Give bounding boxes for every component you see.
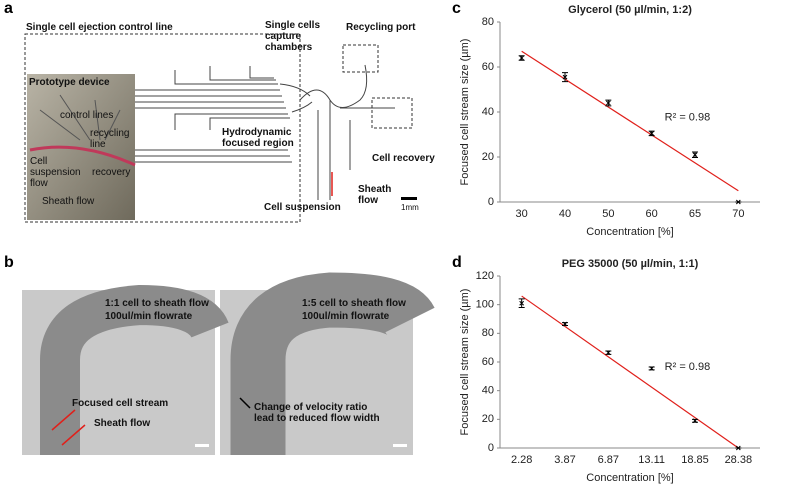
x-tick-label: 13.11 xyxy=(638,454,665,466)
dashed-box xyxy=(342,44,379,73)
y-tick-label: 0 xyxy=(488,442,494,454)
label: recycling line xyxy=(90,128,130,150)
point xyxy=(562,74,568,80)
x-tick-label: 28.38 xyxy=(725,454,753,466)
scale-bar xyxy=(393,444,407,447)
chart-title: Glycerol (50 µl/min, 1:2) xyxy=(568,4,692,16)
chart-title: PEG 35000 (50 µl/min, 1:1) xyxy=(562,258,699,270)
arrow xyxy=(239,397,251,409)
x-axis-label: Concentration [%] xyxy=(586,472,673,484)
point xyxy=(649,131,655,136)
point xyxy=(605,350,611,356)
x-tick-label: 70 xyxy=(732,208,744,220)
x-tick-label: 60 xyxy=(646,208,658,220)
scale-bar xyxy=(195,444,209,447)
x-axis-label: Concentration [%] xyxy=(586,226,673,238)
label: 1mm xyxy=(401,203,419,212)
point xyxy=(519,300,525,306)
label: 1:1 cell to sheath flow xyxy=(105,298,209,309)
y-tick-label: 60 xyxy=(482,61,494,73)
panel-label: d xyxy=(452,254,462,271)
label: 100ul/min flowrate xyxy=(105,311,193,322)
x-tick-label: 65 xyxy=(689,208,701,220)
label: Cell suspension xyxy=(264,202,341,213)
x-tick-label: 50 xyxy=(602,208,614,220)
dashed-box xyxy=(24,33,301,223)
label: Cell suspension flow xyxy=(30,156,81,189)
x-tick-label: 40 xyxy=(559,208,571,220)
panel-label: c xyxy=(452,0,461,17)
label: Change of velocity ratio lead to reduced… xyxy=(254,402,380,424)
label: Cell recovery xyxy=(372,153,435,164)
y-axis-label: Focused cell stream size (µm) xyxy=(459,39,471,186)
label: Sheath flow xyxy=(42,196,95,207)
label: Single cell ejection control line xyxy=(26,22,173,33)
x-tick-label: 30 xyxy=(516,208,528,220)
y-tick-label: 100 xyxy=(476,299,494,311)
flow-stream xyxy=(40,284,229,455)
point xyxy=(735,199,741,205)
x-tick-label: 2.28 xyxy=(511,454,532,466)
trendline xyxy=(521,50,739,192)
label: 1:5 cell to sheath flow xyxy=(302,298,406,309)
arrow xyxy=(51,409,86,446)
y-axis-label: Focused cell stream size (µm) xyxy=(459,289,471,436)
y-tick-label: 80 xyxy=(482,16,494,28)
panel-label: b xyxy=(4,254,14,271)
point xyxy=(562,321,568,327)
dashed-box xyxy=(371,97,413,129)
point xyxy=(519,55,525,61)
label: Hydrodynamic focused region xyxy=(222,127,294,149)
x-tick-label: 6.87 xyxy=(598,454,619,466)
point xyxy=(692,152,698,158)
label: recovery xyxy=(92,167,131,178)
y-tick-label: 40 xyxy=(482,385,494,397)
y-tick-label: 80 xyxy=(482,327,494,339)
annotation: R² = 0.98 xyxy=(665,361,711,373)
trendline xyxy=(521,295,739,449)
channels xyxy=(135,64,395,200)
panel-label: a xyxy=(4,0,13,17)
label: Single cells capture chambers xyxy=(265,20,321,53)
label: Focused cell stream xyxy=(72,398,169,409)
point xyxy=(605,100,611,106)
photo-channel xyxy=(29,145,136,167)
point xyxy=(735,445,741,451)
flow-stream xyxy=(230,272,435,455)
y-tick-label: 40 xyxy=(482,106,494,118)
y-tick-label: 60 xyxy=(482,356,494,368)
x-tick-label: 3.87 xyxy=(554,454,575,466)
label: control lines xyxy=(60,110,114,121)
y-tick-label: 120 xyxy=(476,270,494,282)
point xyxy=(649,366,655,371)
point xyxy=(692,418,698,424)
y-tick-label: 20 xyxy=(482,151,494,163)
x-tick-label: 18.85 xyxy=(681,454,709,466)
label: 100ul/min flowrate xyxy=(302,311,390,322)
label: Recycling port xyxy=(346,22,416,33)
photo-lines xyxy=(39,94,121,141)
label: Prototype device xyxy=(29,77,110,88)
scale-bar xyxy=(401,197,417,200)
label: Sheath flow xyxy=(94,418,151,429)
y-tick-label: 20 xyxy=(482,413,494,425)
y-tick-label: 0 xyxy=(488,196,494,208)
label: Sheath flow xyxy=(358,184,392,206)
annotation: R² = 0.98 xyxy=(665,111,711,123)
